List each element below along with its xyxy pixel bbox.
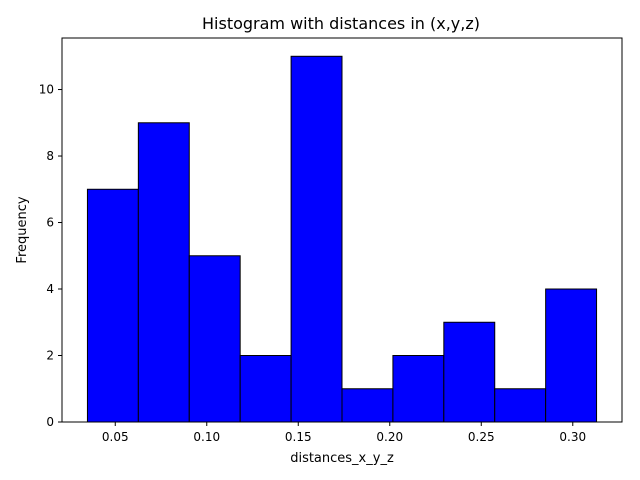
y-axis-label: Frequency (15, 196, 30, 263)
y-tick-label: 8 (46, 149, 54, 163)
y-tick-label: 10 (39, 83, 54, 97)
y-tick-label: 0 (46, 415, 54, 429)
x-axis-ticks: 0.05 0.10 0.15 0.20 0.25 0.30 (102, 422, 586, 444)
x-tick-label: 0.10 (193, 430, 220, 444)
histogram-bar-1 (86, 188, 139, 423)
y-axis-ticks: 0 2 4 6 8 10 (39, 83, 62, 429)
histogram-bar-5 (290, 55, 343, 423)
x-tick-label: 0.30 (559, 430, 586, 444)
histogram-bar-2 (137, 122, 190, 423)
histogram-bar-6 (341, 388, 394, 423)
x-tick-label: 0.25 (468, 430, 495, 444)
y-tick-label: 4 (46, 282, 54, 296)
x-axis-label: distances_x_y_z (290, 451, 394, 466)
x-tick-label: 0.05 (102, 430, 129, 444)
y-tick-label: 2 (46, 349, 54, 363)
x-tick-label: 0.20 (376, 430, 403, 444)
histogram-bar-10 (545, 288, 598, 423)
plot-frame (61, 37, 623, 423)
x-tick-label: 0.15 (285, 430, 312, 444)
chart-title: Histogram with distances in (x,y,z) (202, 14, 480, 33)
histogram-bar-9 (494, 388, 547, 423)
histogram-bar-7 (392, 355, 445, 423)
histogram-bar-3 (188, 255, 241, 423)
bars-group (86, 55, 598, 423)
y-tick-label: 6 (46, 216, 54, 230)
histogram-bar-8 (443, 321, 496, 423)
histogram-bar-4 (239, 355, 292, 423)
